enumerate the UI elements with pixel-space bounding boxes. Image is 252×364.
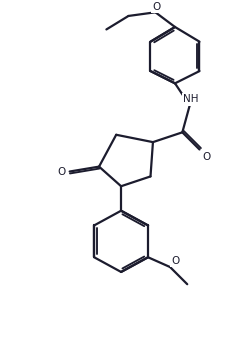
Text: O: O [171,256,180,266]
Text: O: O [58,166,66,177]
Text: NH: NH [183,94,199,104]
Text: O: O [202,152,211,162]
Text: O: O [152,2,161,12]
